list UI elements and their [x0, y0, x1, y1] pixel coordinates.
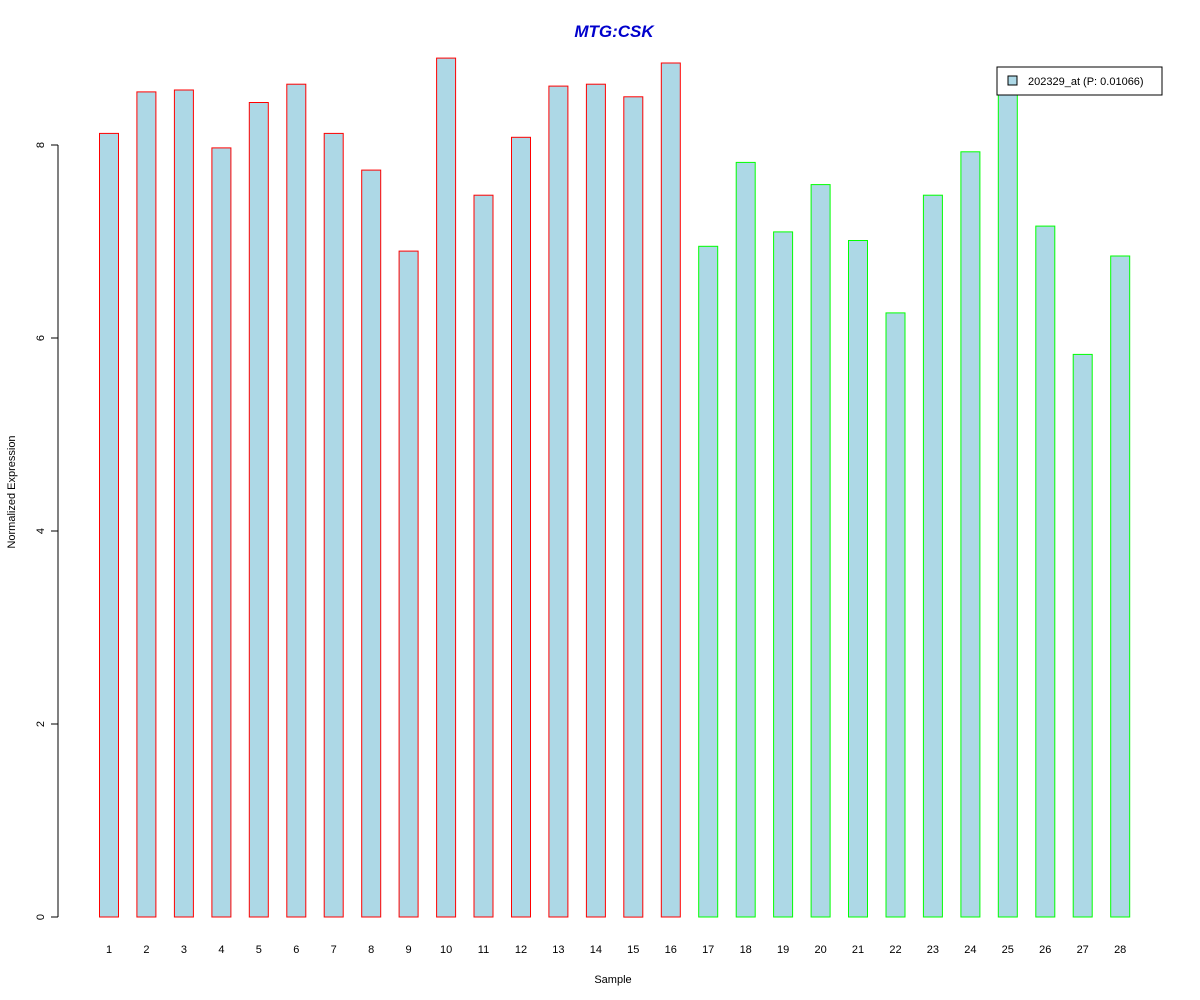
x-tick-label: 27 [1077, 944, 1089, 956]
bar-sample-27 [1072, 353, 1093, 918]
bar-sample-14 [585, 83, 606, 918]
x-tick-label: 10 [440, 944, 452, 956]
legend-box [996, 66, 1163, 96]
bar-sample-22 [885, 312, 906, 918]
chart-title: MTG:CSK [574, 22, 655, 41]
x-tick-labels: 1 2 3 4 5 6 7 8 9 10 11 12 13 14 15 16 17 18 19 20 21 22 23 24 2… [106, 944, 1126, 956]
x-tick-label: 21 [852, 944, 864, 956]
y-tick-label: 0 [35, 914, 47, 920]
bar-sample-4 [211, 147, 232, 918]
x-tick-label: 2 [143, 944, 149, 956]
bar-sample-8 [361, 169, 382, 918]
legend-label: 202329_at (P: 0.01066) [1028, 76, 1144, 88]
x-tick-label: 11 [478, 944, 489, 956]
bar-sample-18 [735, 161, 756, 918]
bar-sample-26 [1035, 225, 1056, 918]
bar-sample-20 [810, 184, 831, 918]
legend-swatch [1007, 75, 1018, 86]
bar-sample-9 [398, 250, 419, 918]
x-tick-label: 1 [106, 944, 112, 956]
x-tick-label: 7 [331, 944, 337, 956]
bar-sample-21 [848, 240, 868, 918]
x-tick-label: 25 [1002, 944, 1014, 956]
bar-sample-13 [548, 85, 569, 918]
bar-sample-10 [436, 57, 457, 918]
bar-sample-23 [922, 194, 943, 918]
bar-sample-2 [136, 91, 157, 918]
x-tick-label: 20 [814, 944, 826, 956]
bar-sample-5 [248, 102, 269, 918]
bar-sample-12 [511, 136, 531, 918]
x-tick-label: 19 [777, 944, 789, 956]
x-tick-label: 18 [740, 944, 752, 956]
y-tick-label: 6 [35, 335, 47, 341]
bar-sample-6 [286, 83, 307, 918]
x-tick-label: 6 [293, 944, 299, 956]
x-tick-label: 13 [552, 944, 564, 956]
bar-sample-1 [99, 132, 119, 918]
x-tick-label: 15 [627, 944, 639, 956]
x-tick-label: 24 [964, 944, 976, 956]
x-tick-label: 14 [590, 944, 602, 956]
legend: 202329_at (P: 0.01066) [996, 66, 1163, 96]
x-tick-label: 5 [256, 944, 262, 956]
x-tick-label: 17 [702, 944, 714, 956]
bar-sample-3 [173, 89, 194, 918]
x-tick-label: 26 [1039, 944, 1051, 956]
x-tick-label: 3 [181, 944, 187, 956]
bar-sample-17 [698, 245, 719, 918]
x-tick-label: 9 [406, 944, 412, 956]
bar-sample-16 [660, 62, 681, 918]
y-axis-label: Normalized Expression [6, 435, 18, 548]
bar-sample-25 [997, 89, 1018, 918]
bars [99, 57, 1131, 918]
bar-sample-19 [773, 231, 794, 918]
x-tick-label: 8 [368, 944, 374, 956]
bar-sample-11 [473, 194, 494, 918]
x-tick-label: 28 [1114, 944, 1126, 956]
y-tick-label: 8 [35, 142, 47, 148]
y-axis: 0 2 4 6 8 [35, 142, 59, 920]
y-tick-label: 2 [35, 721, 47, 727]
bar-sample-24 [960, 151, 981, 918]
x-axis-label: Sample [594, 974, 631, 986]
bar-sample-15 [623, 96, 644, 918]
x-tick-label: 16 [665, 944, 677, 956]
x-tick-label: 22 [889, 944, 901, 956]
x-tick-label: 23 [927, 944, 939, 956]
x-tick-label: 4 [218, 944, 224, 956]
bar-sample-7 [323, 132, 344, 918]
y-tick-label: 4 [35, 528, 47, 534]
bar-sample-28 [1110, 255, 1131, 918]
x-tick-label: 12 [515, 944, 527, 956]
